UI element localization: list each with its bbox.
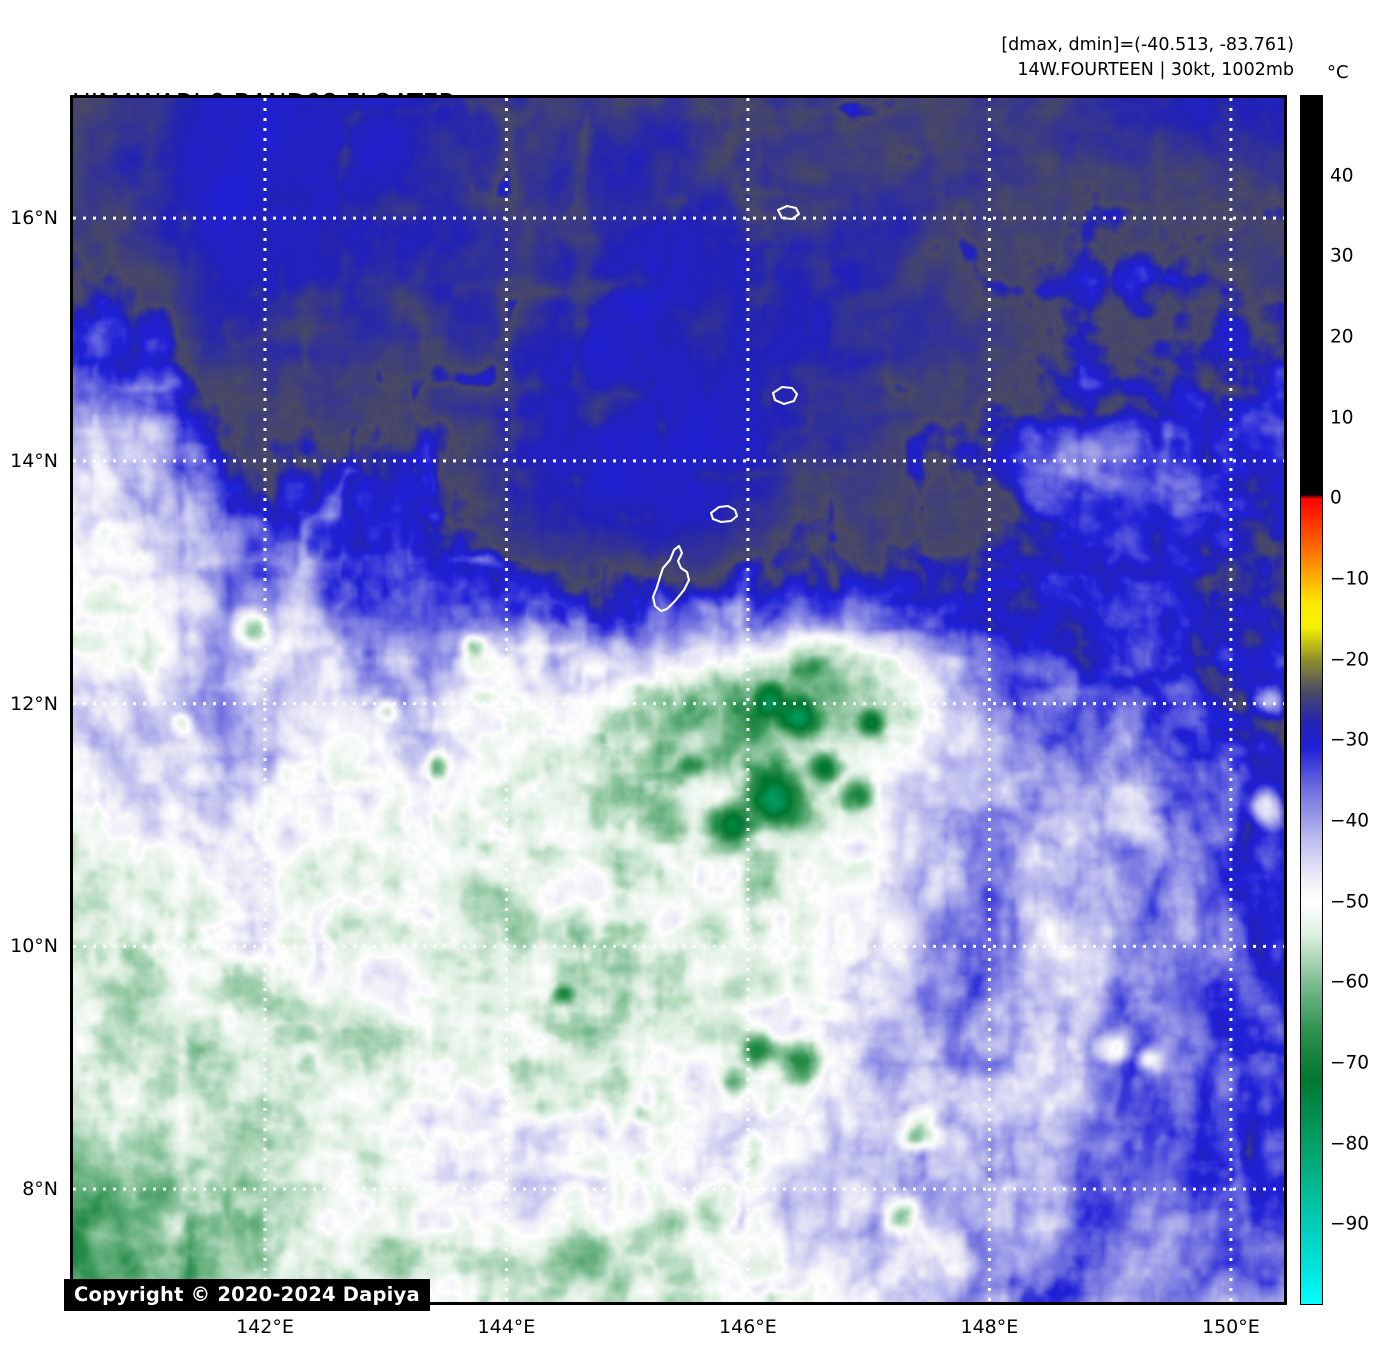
colorbar-tick-label: −90 xyxy=(1330,1213,1370,1235)
lon-tick-label: 150°E xyxy=(1201,1316,1260,1338)
lon-tick-label: 142°E xyxy=(236,1316,294,1338)
lat-tick-label: 12°N xyxy=(10,692,58,715)
copyright-watermark: Copyright © 2020-2024 Dapiya xyxy=(64,1279,430,1311)
lat-tick-label: 8°N xyxy=(22,1178,58,1201)
colorbar-unit-label: °C xyxy=(1327,62,1349,83)
colorbar-tick-label: 40 xyxy=(1330,165,1354,187)
colorbar-tick-label: −80 xyxy=(1330,1133,1370,1155)
lon-tick-label: 148°E xyxy=(960,1316,1019,1338)
colorbar-tick-label: −60 xyxy=(1330,971,1370,993)
lat-tick-label: 10°N xyxy=(10,935,58,958)
lon-tick-label: 144°E xyxy=(477,1316,536,1338)
colorbar-tick-label: 10 xyxy=(1330,407,1354,429)
colorbar-tick-label: −20 xyxy=(1330,649,1370,671)
storm-info-label: 14W.FOURTEEN | 30kt, 1002mb xyxy=(1017,59,1294,80)
colorbar-gradient-fill xyxy=(1301,96,1322,1304)
temperature-colorbar xyxy=(1300,95,1323,1305)
header-metadata-block: [dmax, dmin]=(-40.513, -83.761) 14W.FOUR… xyxy=(1001,33,1294,83)
lon-tick-label: 146°E xyxy=(719,1316,777,1338)
colorbar-tick-label: 0 xyxy=(1330,487,1342,509)
colorbar-tick-label: 20 xyxy=(1330,326,1354,348)
colorbar-tick-label: −50 xyxy=(1330,891,1370,913)
lat-tick-label: 16°N xyxy=(10,207,58,230)
satellite-image-plot xyxy=(70,95,1287,1305)
colorbar-tick-label: 30 xyxy=(1330,245,1354,267)
infrared-brightness-temperature-raster xyxy=(73,98,1284,1302)
colorbar-tick-label: −40 xyxy=(1330,810,1370,832)
lat-tick-label: 14°N xyxy=(10,449,58,472)
colorbar-tick-label: −30 xyxy=(1330,729,1370,751)
colorbar-tick-label: −10 xyxy=(1330,568,1370,590)
dmax-dmin-label: [dmax, dmin]=(-40.513, -83.761) xyxy=(1001,35,1294,55)
colorbar-tick-label: −70 xyxy=(1330,1052,1370,1074)
